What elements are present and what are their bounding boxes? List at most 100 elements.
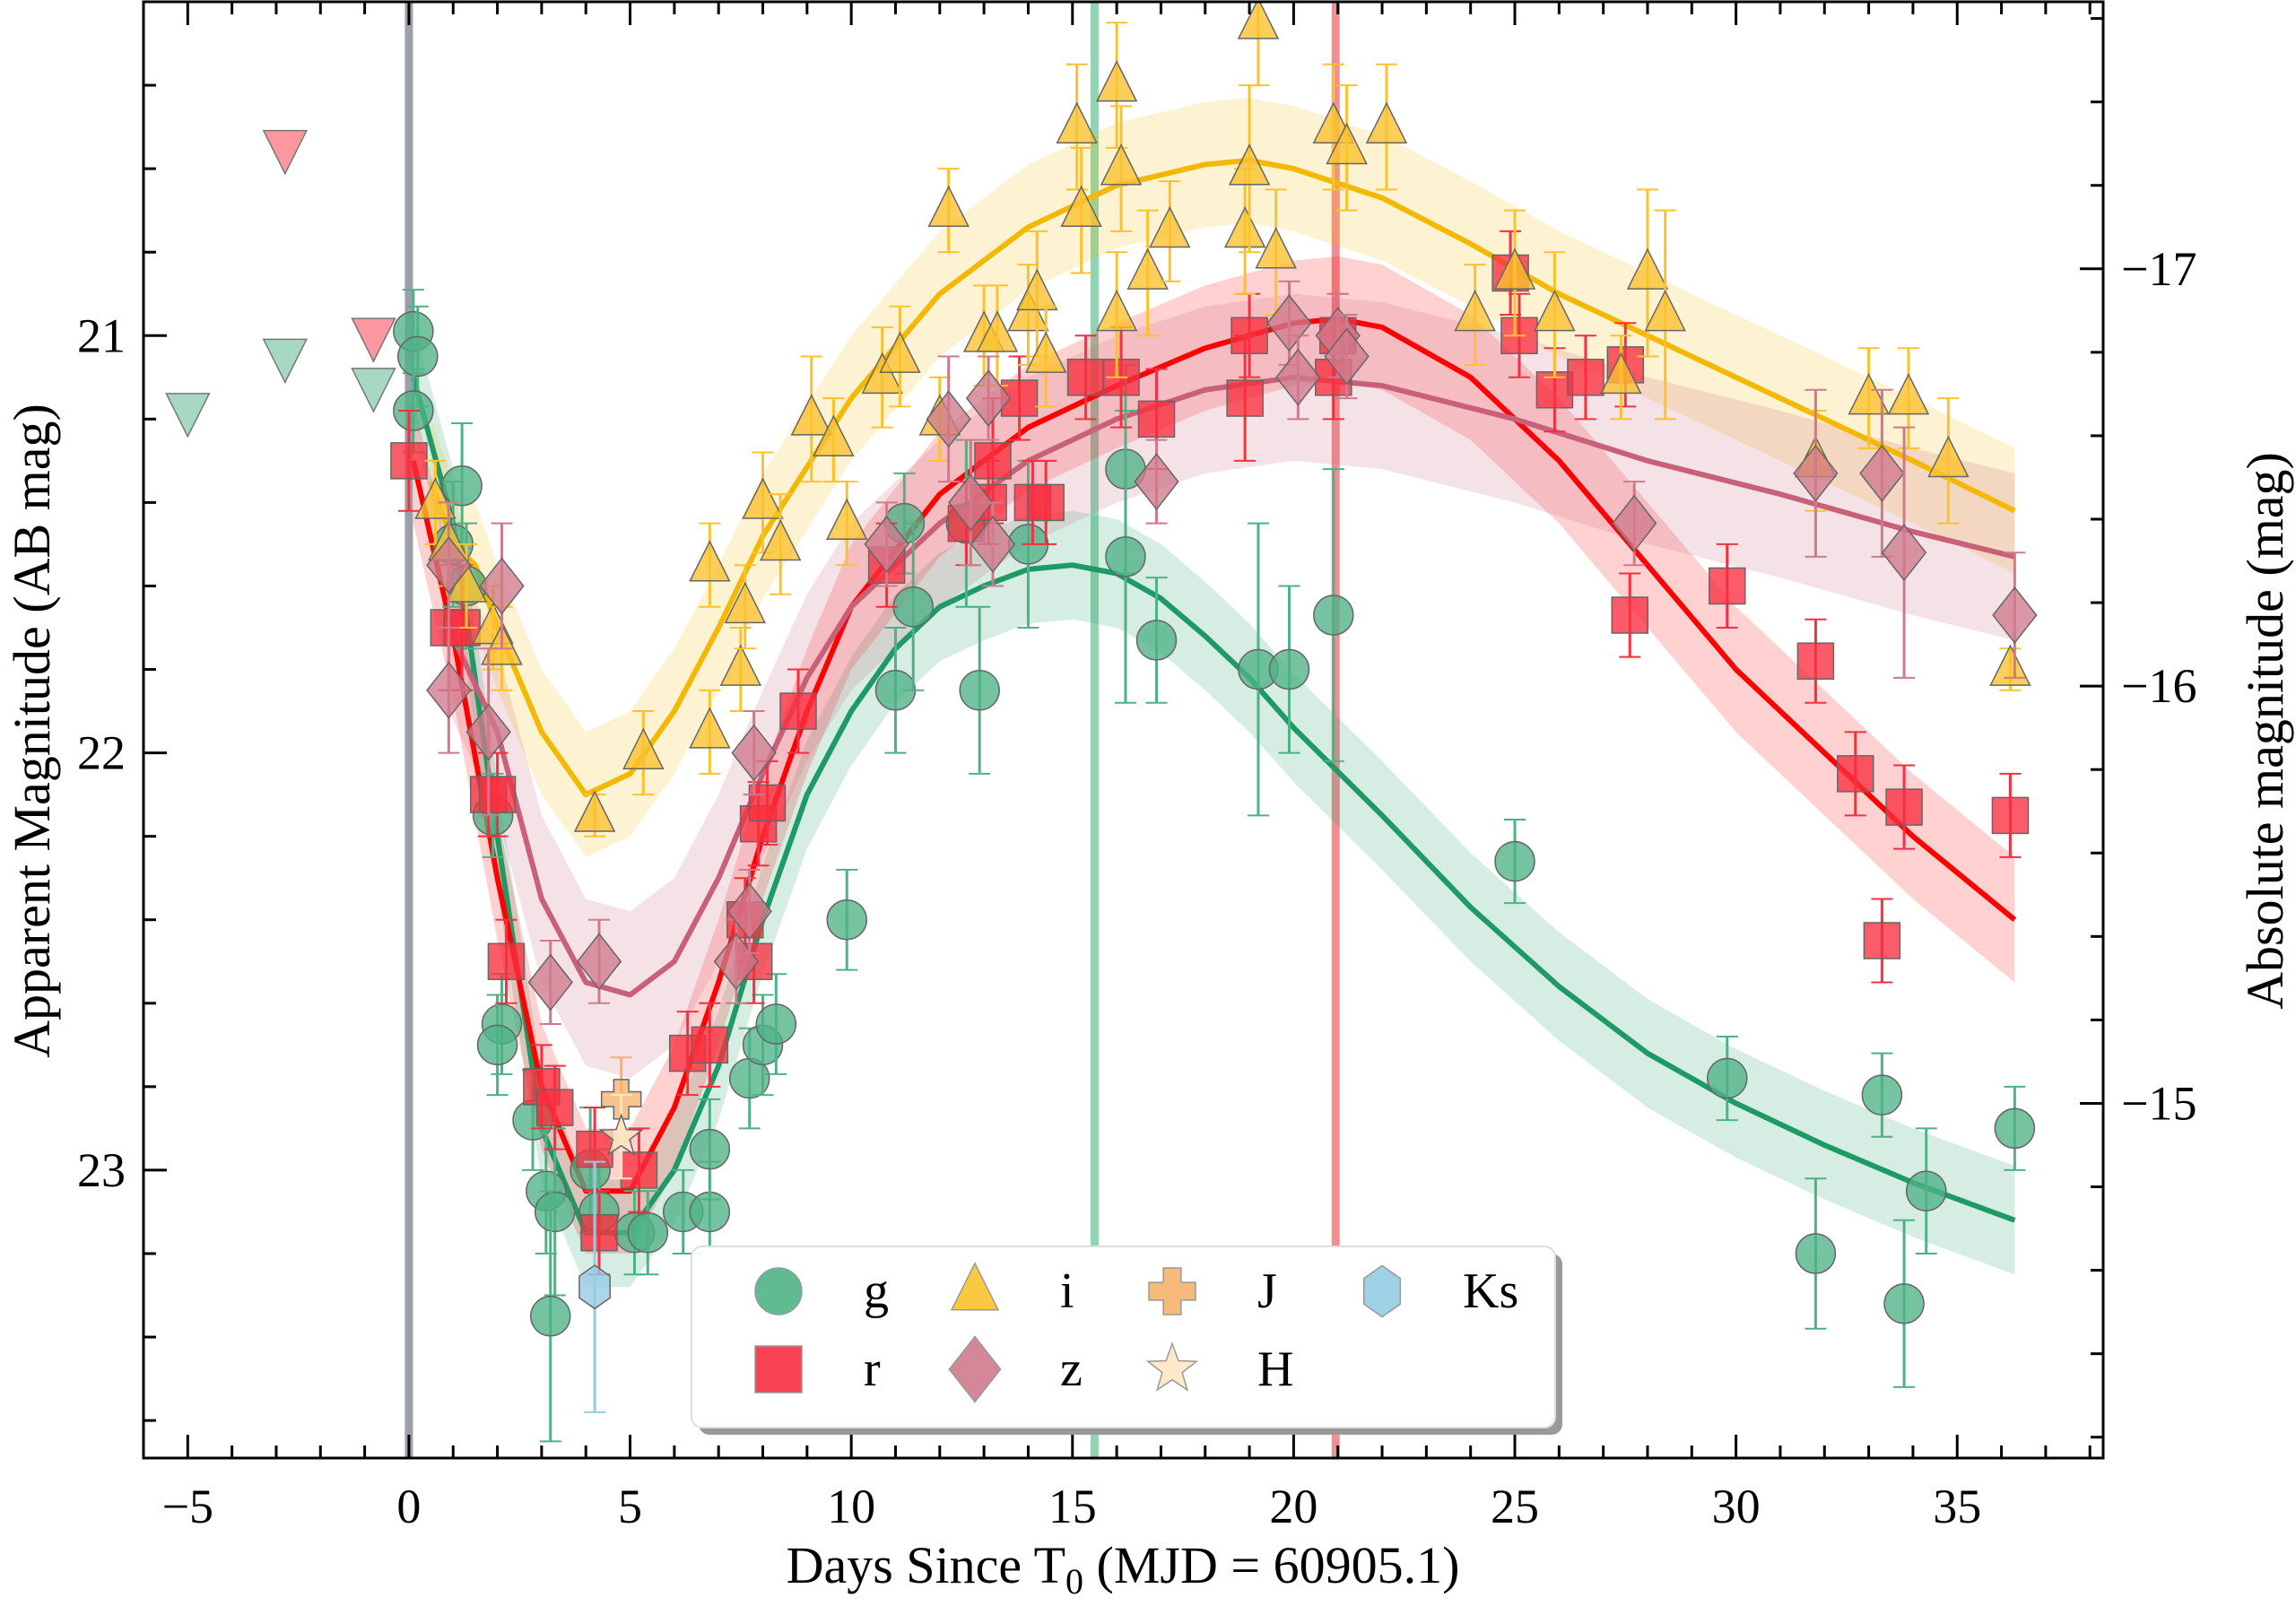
legend-marker-J xyxy=(1148,1267,1196,1315)
data-point-i xyxy=(689,707,731,749)
data-point-i xyxy=(1927,435,1970,478)
model-band-r xyxy=(413,256,2015,1254)
data-point-r xyxy=(1837,755,1874,793)
x-tick-label: 15 xyxy=(1048,1480,1097,1533)
data-point-i xyxy=(724,581,767,624)
data-point-i xyxy=(719,644,762,686)
y-right-tick-label: −17 xyxy=(2121,242,2196,296)
data-point-g xyxy=(1883,1283,1925,1324)
y-tick-label: 23 xyxy=(77,1143,126,1197)
x-tick-label: 5 xyxy=(618,1480,642,1533)
data-point-z xyxy=(731,724,777,782)
data-point-g xyxy=(530,1296,571,1337)
upper-limit-g xyxy=(262,338,309,385)
data-point-i xyxy=(1056,101,1098,143)
data-point-g xyxy=(397,335,439,378)
data-point-i xyxy=(1095,59,1138,102)
data-point-i xyxy=(573,790,616,832)
y-axis-label: Apparent Magnitude (AB mag) xyxy=(3,404,61,1058)
data-point-i xyxy=(790,394,832,436)
data-point-z xyxy=(1992,586,2038,645)
data-point-g xyxy=(1795,1233,1837,1274)
legend: g i J Ks r z H xyxy=(691,1246,1562,1435)
upper-limit-g xyxy=(351,368,396,413)
data-point-z xyxy=(726,882,772,941)
data-point-i xyxy=(861,352,903,395)
y-tick-label: 21 xyxy=(77,308,126,362)
data-point-r xyxy=(1231,317,1268,355)
data-point-r xyxy=(1709,567,1746,605)
data-point-i xyxy=(414,477,457,519)
data-point-i xyxy=(1255,227,1297,269)
x-axis-label: Days Since T0 (MJD = 60905.1) xyxy=(787,1536,1460,1602)
legend-label-H: H xyxy=(1257,1341,1293,1397)
data-point-z xyxy=(576,933,622,991)
data-point-r xyxy=(1611,596,1648,634)
upper-limit-r xyxy=(351,317,396,363)
data-point-i xyxy=(1989,644,2031,686)
data-point-r xyxy=(1226,379,1264,417)
data-point-r xyxy=(1066,359,1105,396)
data-point-i xyxy=(1887,372,1930,415)
x-tick-label: −5 xyxy=(162,1480,213,1533)
data-point-Ks xyxy=(578,1264,611,1310)
data-point-z xyxy=(1134,453,1179,511)
data-point-r xyxy=(1796,642,1835,680)
data-point-g xyxy=(1105,536,1146,577)
data-point-i xyxy=(742,477,784,519)
data-point-i xyxy=(1626,247,1669,290)
plot-content xyxy=(165,2,2038,1458)
model-band-i xyxy=(430,98,2015,857)
data-point-g xyxy=(755,1003,797,1045)
data-point-i xyxy=(1149,205,1191,248)
data-point-z xyxy=(970,515,1016,573)
data-point-i xyxy=(976,310,1019,352)
legend-marker-Ks xyxy=(1362,1264,1402,1318)
data-point-z xyxy=(1881,524,1927,582)
x-tick-label: 35 xyxy=(1933,1480,1981,1533)
data-point-r xyxy=(487,942,526,981)
data-point-i xyxy=(1237,2,1280,39)
data-point-i xyxy=(1060,185,1102,228)
x-axis-label-sub: 0 xyxy=(1065,1561,1083,1602)
data-point-i xyxy=(1228,143,1271,186)
data-point-i xyxy=(1600,352,1642,395)
data-point-g xyxy=(1707,1057,1748,1099)
data-point-g xyxy=(1313,595,1354,636)
data-point-i xyxy=(689,540,731,582)
data-point-r xyxy=(691,1026,729,1064)
legend-marker-z xyxy=(948,1335,1002,1403)
legend-box xyxy=(691,1246,1556,1428)
data-point-i xyxy=(1223,205,1266,248)
data-point-g xyxy=(892,586,934,628)
data-point-r xyxy=(1863,922,1901,959)
upper-limit-r xyxy=(262,129,309,176)
legend-label-z: z xyxy=(1060,1341,1083,1397)
data-point-z xyxy=(1266,294,1312,352)
data-point-z xyxy=(1793,444,1839,502)
data-point-r xyxy=(478,776,517,813)
data-point-r xyxy=(535,1089,574,1126)
data-point-z xyxy=(426,661,472,719)
data-point-i xyxy=(1534,289,1576,332)
data-point-r xyxy=(1027,483,1065,522)
data-point-g xyxy=(627,1211,669,1254)
data-point-g xyxy=(826,898,867,941)
data-point-i xyxy=(927,185,970,228)
legend-marker-H xyxy=(1145,1341,1199,1392)
x-tick-label: 30 xyxy=(1712,1480,1761,1533)
data-point-r xyxy=(1885,788,1923,826)
data-point-g xyxy=(1135,620,1178,661)
data-point-i xyxy=(1493,247,1536,290)
data-point-z xyxy=(926,390,971,448)
model-band-z xyxy=(448,293,2015,1079)
data-point-r xyxy=(620,1151,658,1189)
data-point-r xyxy=(779,692,817,730)
data-point-g xyxy=(1861,1074,1903,1116)
data-point-i xyxy=(879,331,921,373)
data-point-g xyxy=(1905,1170,1947,1211)
data-point-i xyxy=(1454,289,1496,332)
x-tick-label: 20 xyxy=(1269,1480,1318,1533)
y-axis-right-label: Absolute magnitude (mag) xyxy=(2236,452,2294,1010)
